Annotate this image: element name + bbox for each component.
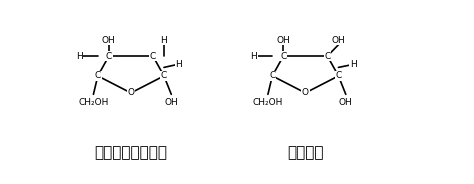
Text: H: H — [350, 60, 356, 69]
Text: デオキシリボース: デオキシリボース — [94, 145, 167, 160]
Text: OH: OH — [339, 98, 353, 107]
Text: CH₂OH: CH₂OH — [253, 98, 283, 107]
Text: O: O — [128, 89, 135, 97]
Text: CH₂OH: CH₂OH — [78, 98, 109, 107]
Text: H: H — [175, 60, 182, 69]
Text: C: C — [324, 52, 330, 61]
Text: C: C — [150, 52, 156, 61]
Text: リボース: リボース — [287, 145, 324, 160]
Text: O: O — [302, 89, 309, 97]
Text: C: C — [335, 71, 342, 80]
Text: C: C — [280, 52, 286, 61]
Text: OH: OH — [276, 36, 290, 45]
Text: C: C — [106, 52, 112, 61]
Text: C: C — [269, 71, 275, 80]
Text: OH: OH — [164, 98, 178, 107]
Text: OH: OH — [331, 36, 346, 45]
Text: H: H — [161, 36, 167, 45]
Text: C: C — [95, 71, 101, 80]
Text: C: C — [161, 71, 167, 80]
Text: H: H — [251, 52, 257, 61]
Text: OH: OH — [102, 36, 116, 45]
Text: H: H — [76, 52, 83, 61]
